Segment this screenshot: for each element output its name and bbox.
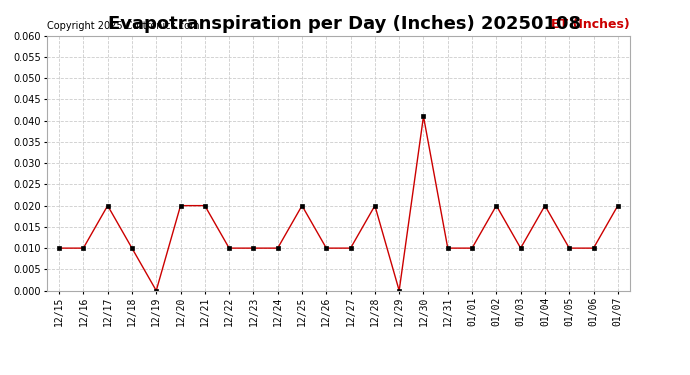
Text: ET (Inches): ET (Inches) (551, 18, 630, 30)
Text: Copyright 2025 Curtronics.com: Copyright 2025 Curtronics.com (47, 21, 199, 30)
Text: Evapotranspiration per Day (Inches) 20250108: Evapotranspiration per Day (Inches) 2025… (108, 15, 582, 33)
